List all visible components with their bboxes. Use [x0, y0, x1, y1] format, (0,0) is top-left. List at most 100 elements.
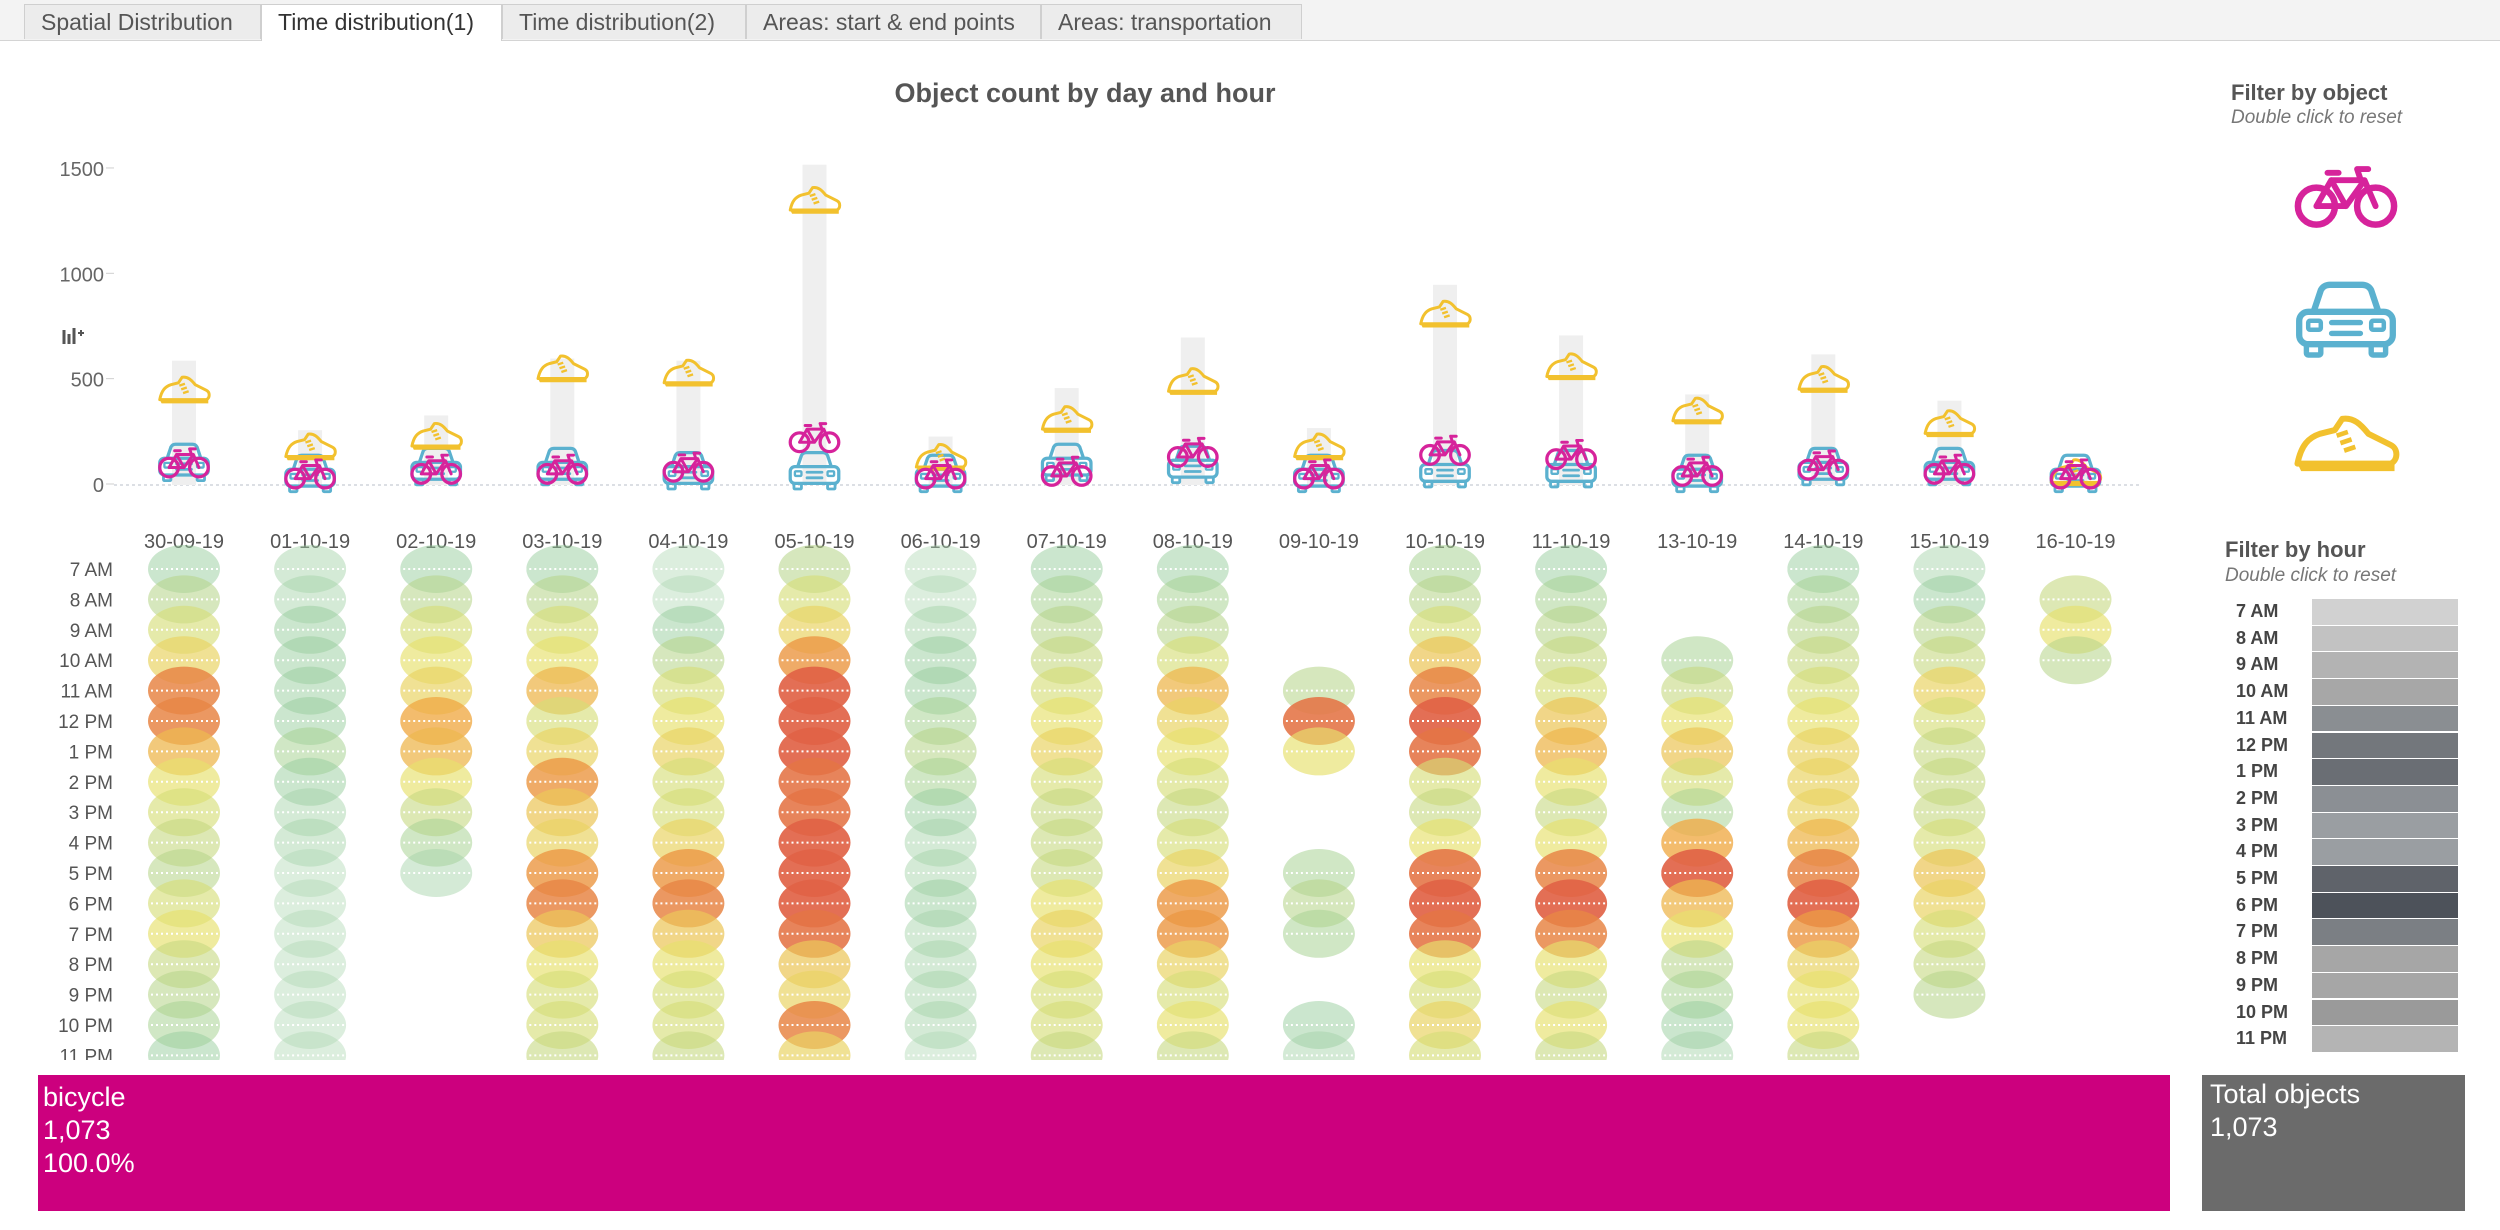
heat-cell[interactable] — [1913, 545, 1986, 593]
x-tick-label: 09-10-19 — [1279, 531, 1359, 553]
tab-time-distribution-2[interactable]: Time distribution(2) — [502, 4, 746, 39]
heat-cell[interactable] — [274, 545, 347, 593]
total-objects-value: 1,073 — [2210, 1112, 2278, 1142]
heat-cell[interactable] — [1282, 1001, 1355, 1049]
object-count-chart[interactable]: 0 500 1000 1500 30-09-19 01-10-19 02-10-19 03-… — [0, 0, 2200, 1080]
hour-filter-bar[interactable] — [2312, 625, 2458, 652]
hour-filter-label[interactable]: 11 AM — [2236, 707, 2288, 728]
heat-cell[interactable] — [652, 575, 725, 624]
hour-filter-bar[interactable] — [2312, 679, 2458, 705]
heat-cell[interactable] — [274, 788, 347, 837]
heat-cell[interactable] — [274, 757, 347, 806]
heat-cell[interactable] — [1661, 970, 1734, 1019]
chart-title: Object count by day and hour — [894, 78, 1276, 108]
x-tick-label: 30-09-19 — [144, 531, 224, 553]
heat-cell[interactable] — [1913, 970, 1986, 1019]
hour-filter-bar[interactable] — [2312, 892, 2458, 919]
hour-filter-bar[interactable] — [2312, 599, 2458, 625]
hour-filter-bar[interactable] — [2312, 759, 2458, 785]
heat-cell[interactable] — [274, 970, 347, 1019]
filter-bicycle-icon[interactable] — [2290, 158, 2402, 232]
tab-time-distribution-1[interactable]: Time distribution(1) — [261, 4, 502, 41]
heat-cell[interactable] — [274, 575, 347, 624]
heat-cell[interactable] — [904, 1001, 977, 1049]
hour-filter-bar[interactable] — [2312, 946, 2458, 972]
heat-cell[interactable] — [904, 879, 977, 928]
heat-cell[interactable] — [274, 879, 347, 928]
filter-pedestrian-icon[interactable] — [2290, 405, 2402, 485]
heat-cell[interactable] — [148, 1001, 220, 1049]
hour-filter-bar[interactable] — [2312, 1026, 2458, 1052]
hour-filter-label[interactable]: 9 AM — [2236, 654, 2279, 675]
hour-label: 9 PM — [69, 986, 113, 1007]
heat-cell[interactable] — [904, 636, 977, 685]
hour-filter-bar[interactable] — [2312, 999, 2458, 1026]
hour-filter-bar[interactable] — [2312, 919, 2458, 946]
hour-filter-label[interactable]: 7 AM — [2236, 601, 2279, 621]
heat-cell[interactable] — [904, 757, 977, 806]
tab-areas-start-end[interactable]: Areas: start & end points — [746, 4, 1041, 39]
y-tick-label: 1000 — [60, 264, 105, 286]
x-tick-label: 05-10-19 — [774, 531, 854, 553]
tab-spatial-distribution[interactable]: Spatial Distribution — [24, 4, 261, 39]
hour-filter-bar[interactable] — [2312, 812, 2458, 839]
hour-filter-label[interactable]: 8 PM — [2236, 948, 2279, 969]
hour-filter-bar[interactable] — [2312, 705, 2458, 732]
heat-cell[interactable] — [904, 605, 977, 654]
heatmap-hour-labels: 7 AM 8 AM 9 AM 10 AM 11 AM 12 PM 1 PM 2 PM 3 PM 4… — [58, 560, 113, 1067]
hour-filter-label[interactable]: 3 PM — [2236, 814, 2279, 835]
heat-cell[interactable] — [400, 818, 473, 867]
heat-cell[interactable] — [904, 575, 977, 624]
filter-car-icon[interactable] — [2292, 276, 2400, 362]
heat-cell[interactable] — [274, 818, 347, 867]
heat-cell[interactable] — [274, 1001, 347, 1049]
y-tick-label: 0 — [93, 475, 104, 497]
heat-cell[interactable] — [274, 940, 347, 989]
heat-cell[interactable] — [274, 727, 347, 776]
heat-cell[interactable] — [652, 545, 725, 593]
dashboard-tab-bar: Spatial Distribution Time distribution(1… — [0, 0, 2500, 41]
chart-sort-icon[interactable] — [60, 324, 86, 348]
heat-cell[interactable] — [1282, 727, 1355, 776]
heat-cell[interactable] — [274, 636, 347, 685]
heat-cell[interactable] — [274, 666, 347, 715]
hour-filter-label[interactable]: 11 PM — [2236, 1028, 2288, 1049]
hour-filter-label[interactable]: 9 PM — [2236, 974, 2279, 995]
hour-filter-label[interactable]: 4 PM — [2236, 841, 2279, 862]
heat-cell[interactable] — [904, 545, 977, 593]
heat-cell[interactable] — [904, 849, 977, 897]
hour-filter-bar[interactable] — [2312, 652, 2458, 679]
heat-cell[interactable] — [904, 970, 977, 1019]
hour-label: 5 PM — [69, 864, 113, 885]
heat-cell[interactable] — [1661, 1001, 1734, 1049]
hour-filter-label[interactable]: 1 PM — [2236, 761, 2279, 782]
hour-filter-label[interactable]: 10 AM — [2236, 681, 2289, 702]
bicycle-summary-card[interactable]: bicycle 1,073 100.0% — [38, 1075, 2170, 1211]
hour-filter-label[interactable]: 12 PM — [2236, 734, 2289, 755]
hour-filter-label[interactable]: 5 PM — [2236, 868, 2279, 888]
hour-filter-bar[interactable] — [2312, 866, 2458, 892]
hour-label: 1 PM — [69, 742, 113, 763]
tab-areas-transportation[interactable]: Areas: transportation — [1041, 4, 1302, 39]
hour-filter-bar[interactable] — [2312, 785, 2458, 812]
heat-cell[interactable] — [904, 788, 977, 837]
hour-filter-bar[interactable] — [2312, 732, 2458, 759]
hour-filter-label[interactable]: 6 PM — [2236, 894, 2279, 915]
heat-cell[interactable] — [904, 940, 977, 989]
hour-filter-bar[interactable] — [2312, 839, 2458, 865]
heat-cell[interactable] — [274, 909, 347, 958]
filter-object-subtitle: Double click to reset — [2231, 107, 2403, 128]
hour-filter-label[interactable]: 2 PM — [2236, 787, 2279, 808]
heat-cell[interactable] — [274, 605, 347, 654]
hour-filter-label[interactable]: 8 AM — [2236, 627, 2279, 648]
hour-filter-bar[interactable] — [2312, 972, 2458, 999]
hour-label: 2 PM — [69, 773, 113, 794]
hour-filter-label[interactable]: 7 PM — [2236, 921, 2279, 942]
heat-cell[interactable] — [400, 849, 473, 897]
heat-cell[interactable] — [1282, 909, 1355, 958]
heat-cell[interactable] — [904, 818, 977, 867]
heat-cell[interactable] — [904, 909, 977, 958]
heat-cell[interactable] — [274, 849, 347, 897]
heat-cell[interactable] — [2039, 636, 2112, 685]
hour-filter-label[interactable]: 10 PM — [2236, 1001, 2289, 1022]
